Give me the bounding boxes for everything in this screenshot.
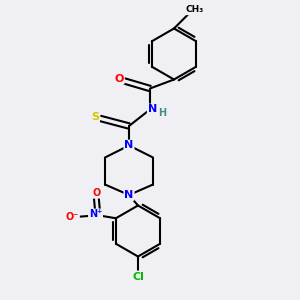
Text: O: O [114, 74, 124, 84]
Text: Cl: Cl [132, 272, 144, 282]
Text: CH₃: CH₃ [185, 5, 203, 14]
Text: O⁻: O⁻ [66, 212, 79, 222]
Text: N: N [124, 190, 134, 200]
Text: H: H [158, 107, 167, 118]
Text: O: O [92, 188, 101, 198]
Text: N⁺: N⁺ [89, 209, 102, 219]
Text: N: N [124, 140, 134, 151]
Text: N: N [148, 104, 157, 115]
Text: S: S [91, 112, 99, 122]
